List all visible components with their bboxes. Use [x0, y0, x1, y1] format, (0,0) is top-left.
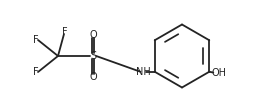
Text: S: S	[90, 51, 96, 61]
Text: F: F	[34, 67, 39, 77]
Text: F: F	[62, 27, 67, 37]
Text: OH: OH	[211, 68, 226, 78]
Text: NH: NH	[136, 67, 151, 77]
Text: F: F	[34, 35, 39, 45]
Text: O: O	[89, 30, 97, 40]
Text: O: O	[89, 72, 97, 82]
